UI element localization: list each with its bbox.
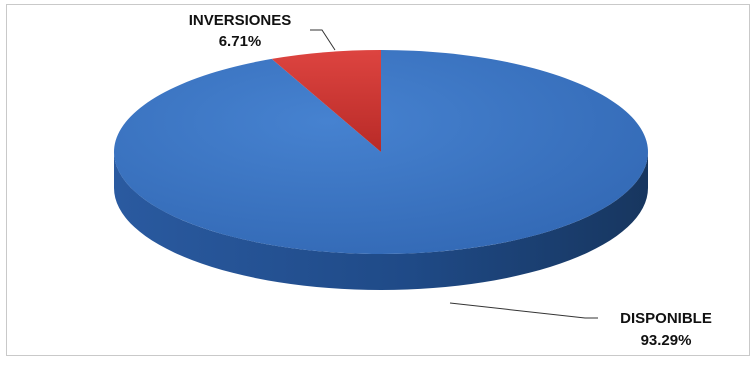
slice-inversiones — [271, 50, 381, 152]
data-label-inversiones-value: 6.71% — [219, 33, 262, 50]
data-label-disponible-name: DISPONIBLE — [620, 310, 712, 327]
slice-disponible — [113, 50, 648, 254]
data-label-disponible-value: 93.29% — [641, 332, 692, 349]
data-label-inversiones-name: INVERSIONES — [189, 12, 292, 29]
slice-side-disponible — [114, 152, 648, 290]
leader-line-disponible — [449, 302, 598, 319]
leader-line-inversiones — [310, 29, 336, 51]
